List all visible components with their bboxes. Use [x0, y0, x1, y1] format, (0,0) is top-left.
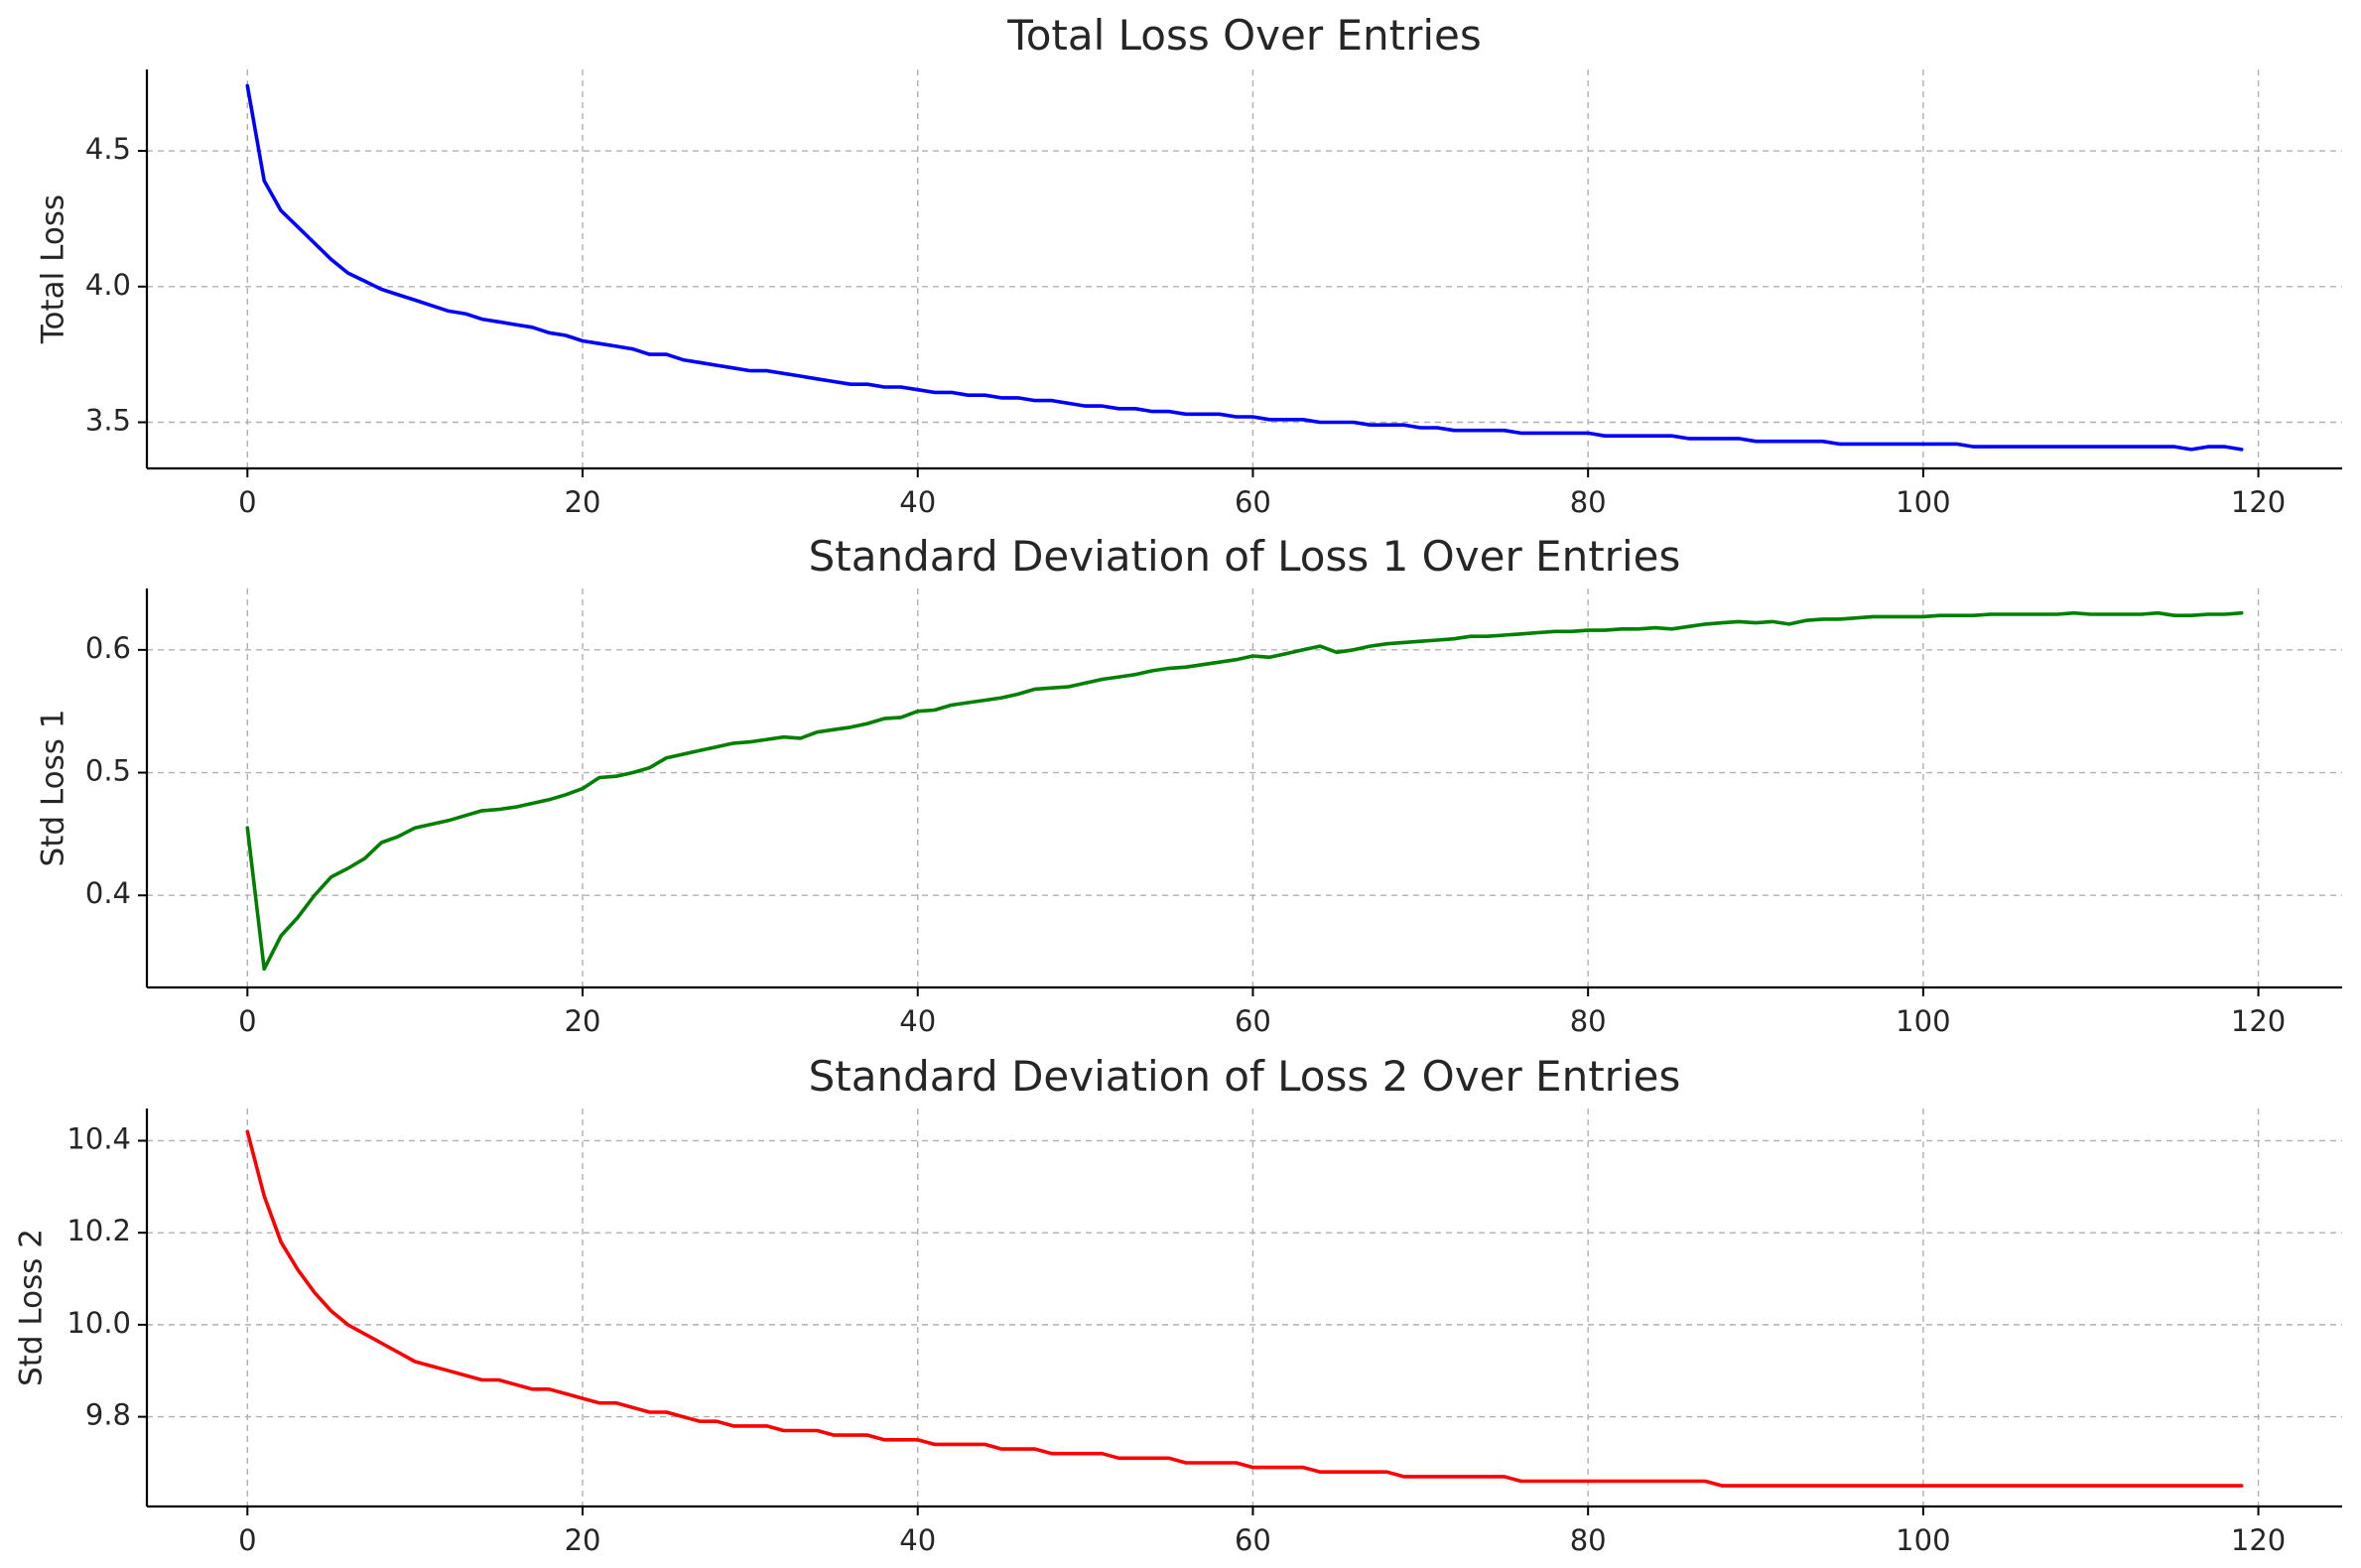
x-tick-label: 40: [899, 485, 936, 519]
series-line: [245, 83, 2244, 452]
chart-title: Standard Deviation of Loss 1 Over Entrie…: [809, 532, 1681, 581]
x-tick-label: 20: [565, 485, 601, 519]
x-tick-label: 80: [1570, 1523, 1607, 1557]
x-tick-label: 40: [899, 1523, 936, 1557]
x-tick-label: 120: [2231, 1523, 2286, 1557]
x-tick-label: 100: [1896, 485, 1950, 519]
y-tick-label: 10.2: [66, 1214, 131, 1247]
x-tick-label: 0: [238, 1523, 256, 1557]
x-tick-label: 100: [1896, 1004, 1950, 1038]
grid: [147, 588, 2342, 987]
x-tick-label: 20: [565, 1523, 601, 1557]
y-tick-label: 10.0: [66, 1306, 131, 1340]
x-tick-label: 0: [238, 485, 256, 519]
x-tick-label: 100: [1896, 1523, 1950, 1557]
subplot-total-loss: Total Loss Over Entries Total Loss 0 20 40…: [36, 11, 2342, 519]
chart-title: Total Loss Over Entries: [1006, 11, 1482, 60]
grid: [147, 69, 2342, 468]
y-tick-label: 0.4: [85, 876, 131, 910]
x-tick-label: 60: [1235, 1523, 1271, 1557]
x-tick-label: 60: [1235, 485, 1271, 519]
chart-title: Standard Deviation of Loss 2 Over Entrie…: [809, 1052, 1681, 1101]
y-axis-label: Std Loss 1: [36, 710, 71, 867]
x-tick-label: 120: [2231, 1004, 2286, 1038]
x-tick-label: 40: [899, 1004, 936, 1038]
y-tick-label: 3.5: [85, 404, 131, 438]
subplot-std-loss-1: Standard Deviation of Loss 1 Over Entrie…: [36, 532, 2342, 1038]
x-tick-label: 80: [1570, 485, 1607, 519]
y-axis-label: Total Loss: [36, 195, 71, 344]
x-tick-label: 120: [2231, 485, 2286, 519]
grid: [147, 1109, 2342, 1506]
y-axis-label: Std Loss 2: [14, 1229, 50, 1386]
y-tick-label: 4.5: [85, 132, 131, 166]
series-line: [245, 1129, 2244, 1488]
series-line: [245, 610, 2244, 972]
y-tick-label: 4.0: [85, 268, 131, 302]
y-tick-label: 0.5: [85, 754, 131, 788]
y-tick-label: 10.4: [66, 1121, 131, 1155]
subplot-std-loss-2: Standard Deviation of Loss 2 Over Entrie…: [14, 1052, 2342, 1557]
x-tick-label: 80: [1570, 1004, 1607, 1038]
y-tick-label: 9.8: [85, 1398, 131, 1432]
x-tick-label: 20: [565, 1004, 601, 1038]
x-tick-label: 60: [1235, 1004, 1271, 1038]
x-tick-label: 0: [238, 1004, 256, 1038]
y-tick-label: 0.6: [85, 631, 131, 665]
